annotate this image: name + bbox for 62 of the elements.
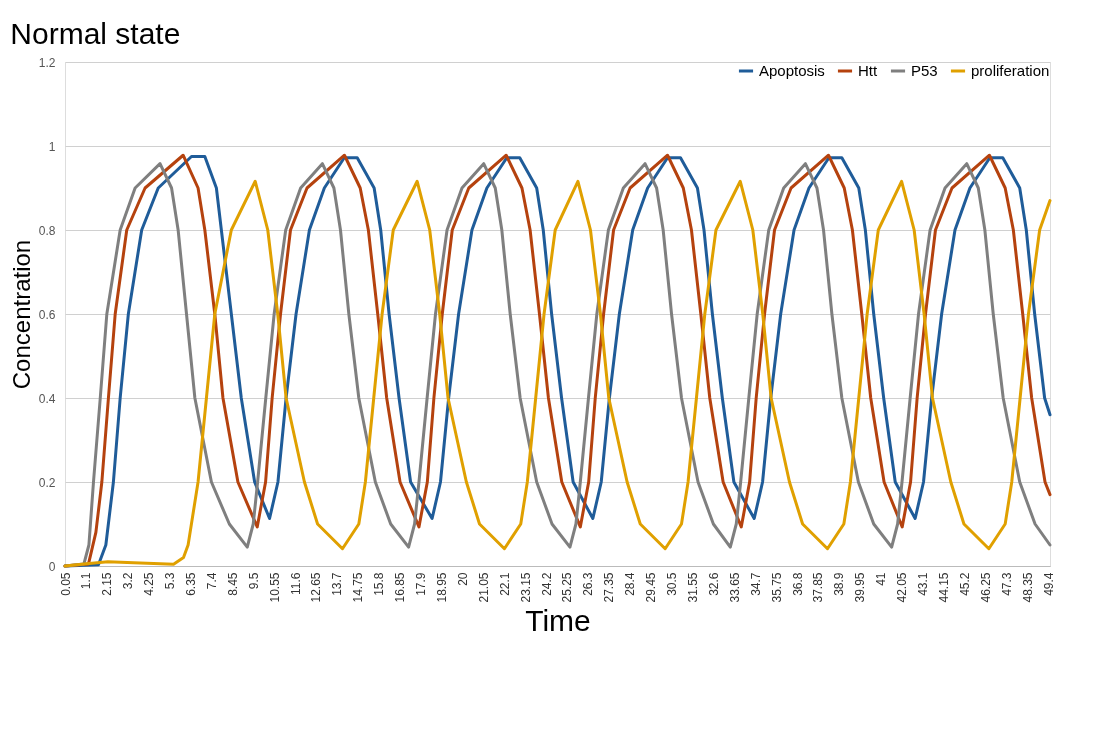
x-tick-label: 4.25 [142, 572, 157, 596]
x-tick-label: 25.25 [560, 572, 575, 603]
y-tick-label: 0.6 [38, 307, 56, 322]
x-tick-label: 14.75 [351, 572, 366, 603]
x-tick-label: 3.2 [121, 572, 136, 590]
y-tick-label: 1 [48, 139, 56, 154]
x-tick-label: 18.95 [434, 572, 449, 603]
x-tick-label: 33.65 [727, 572, 742, 603]
x-tick-label: 6.35 [183, 572, 198, 596]
x-tick-label: 27.35 [602, 572, 617, 603]
x-tick-label: 41 [874, 572, 889, 586]
legend-label: P53 [911, 62, 938, 79]
x-axis-title: Time [525, 603, 591, 637]
x-tick-label: 26.3 [581, 572, 596, 596]
x-tick-label: 45.2 [957, 572, 972, 596]
x-tick-label: 2.15 [100, 572, 115, 596]
x-tick-label: 13.7 [330, 572, 345, 596]
x-tick-label: 1.1 [79, 572, 94, 590]
x-tick-label: 47.3 [999, 572, 1014, 596]
x-tick-label: 42.05 [895, 572, 910, 603]
x-tick-label: 22.1 [497, 572, 512, 596]
x-tick-label: 17.9 [414, 572, 429, 596]
x-tick-label: 9.5 [246, 572, 261, 590]
x-tick-label: 35.75 [769, 572, 784, 603]
y-tick-label: 1.2 [38, 55, 56, 70]
x-tick-label: 24.2 [539, 572, 554, 596]
x-tick-label: 36.8 [790, 572, 805, 596]
y-axis-title: Concentration [7, 239, 35, 390]
x-tick-label: 44.15 [936, 572, 951, 603]
x-tick-label: 46.25 [978, 572, 993, 603]
y-tick-label: 0.8 [38, 223, 56, 238]
legend-label: Apoptosis [759, 62, 825, 79]
x-tick-label: 8.45 [225, 572, 240, 596]
legend-label: proliferation [971, 62, 1050, 79]
x-tick-label: 0.05 [58, 572, 73, 596]
legend-label: Htt [858, 62, 878, 79]
chart-title: Normal state [10, 17, 181, 50]
x-tick-label: 49.4 [1041, 572, 1056, 596]
x-tick-label: 16.85 [393, 572, 408, 603]
x-tick-label: 12.65 [309, 572, 324, 603]
x-tick-label: 21.05 [476, 572, 491, 603]
y-tick-label: 0 [48, 559, 56, 574]
x-tick-label: 32.6 [706, 572, 721, 596]
y-tick-label: 0.2 [38, 475, 56, 490]
x-tick-label: 43.1 [916, 572, 931, 596]
x-tick-label: 30.5 [665, 572, 680, 596]
x-tick-label: 28.4 [623, 572, 638, 596]
x-tick-label: 48.35 [1020, 572, 1035, 603]
x-tick-label: 7.4 [204, 572, 219, 590]
y-tick-label: 0.4 [38, 391, 56, 406]
x-tick-label: 34.7 [748, 572, 763, 596]
x-tick-label: 15.8 [372, 572, 387, 596]
x-tick-label: 10.55 [267, 572, 282, 603]
x-tick-label: 39.95 [853, 572, 868, 603]
x-tick-label: 23.15 [518, 572, 533, 603]
x-tick-label: 5.3 [163, 572, 178, 590]
x-tick-label: 11.6 [288, 572, 303, 595]
x-tick-label: 38.9 [832, 572, 847, 596]
x-tick-label: 29.45 [644, 572, 659, 603]
x-tick-label: 31.55 [685, 572, 700, 603]
x-tick-label: 20 [455, 572, 470, 586]
x-tick-label: 37.85 [811, 572, 826, 603]
